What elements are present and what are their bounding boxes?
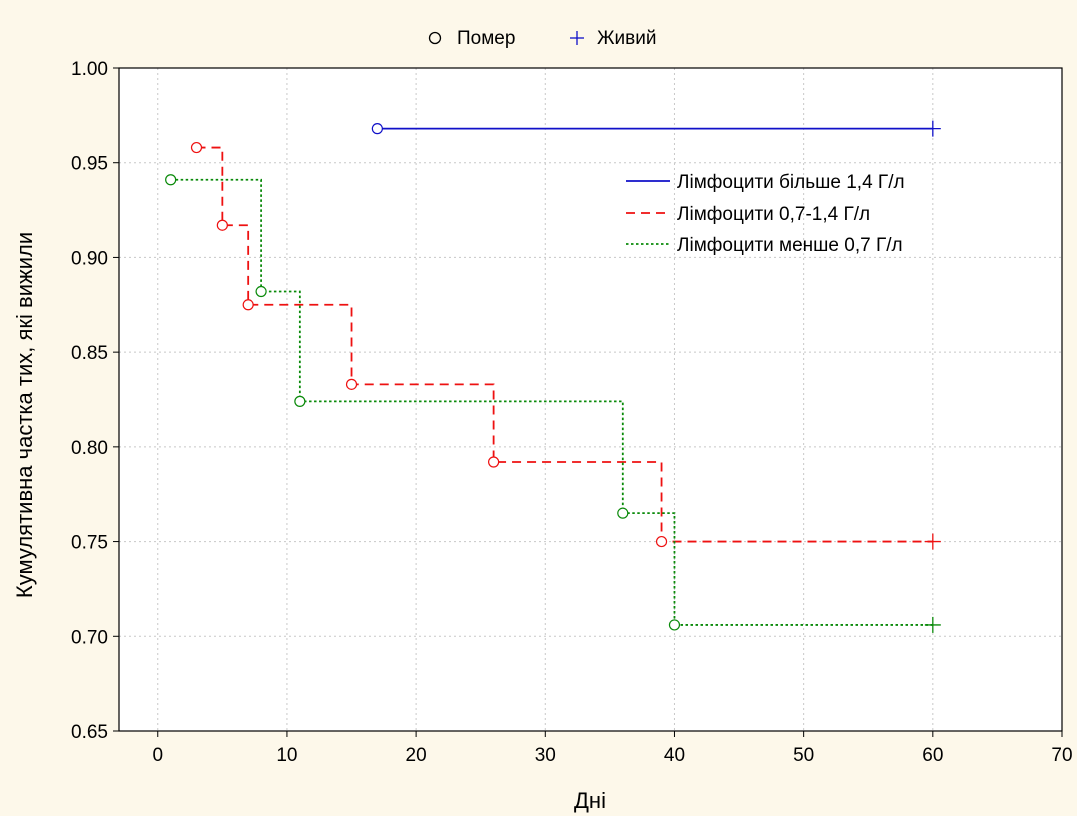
y-tick-label: 0.85 [71, 343, 108, 364]
x-tick-label: 20 [406, 745, 427, 766]
death-marker [488, 456, 500, 468]
death-marker [165, 174, 177, 186]
death-marker [294, 395, 306, 407]
series-line-2 [196, 146, 933, 543]
censored-marker [924, 533, 941, 550]
y-tick-label: 1.00 [71, 59, 108, 80]
event-markers [165, 120, 941, 633]
legend-label-series-1: Лімфоцити більше 1,4 Г/л [677, 172, 905, 193]
y-tick-label: 0.80 [71, 438, 108, 459]
death-marker [190, 141, 203, 154]
legend-death-label: Помер [457, 28, 515, 49]
legend-censored-plus-icon [570, 31, 584, 45]
x-tick-label: 30 [535, 745, 556, 766]
axis-ticks: 0 10 20 30 40 50 60 70 0.65 0.70 0.75 0.80 0.85 0.90 0… [71, 59, 1073, 766]
y-tick-label: 0.90 [71, 248, 108, 269]
series-line-3 [170, 178, 933, 626]
y-tick-label: 0.70 [71, 627, 108, 648]
grid [119, 68, 1062, 731]
death-marker [617, 507, 629, 519]
y-tick-label: 0.95 [71, 154, 108, 175]
plot-area-background [119, 68, 1062, 731]
death-marker [242, 299, 254, 311]
y-tick-label: 0.75 [71, 533, 108, 554]
y-axis-title: Кумулятивна частка тих, які вижили [12, 232, 37, 598]
x-tick-label: 70 [1051, 745, 1072, 766]
death-marker [655, 535, 668, 548]
plot-frame [118, 67, 1063, 732]
series-lines [170, 127, 933, 626]
death-marker [255, 285, 267, 298]
death-marker [371, 123, 383, 135]
x-tick-label: 50 [793, 745, 814, 766]
legend-label-series-3: Лімфоцити менше 0,7 Г/л [677, 235, 903, 256]
death-marker [668, 619, 681, 631]
x-tick-label: 10 [276, 745, 297, 766]
death-marker [216, 219, 228, 231]
censored-marker [924, 120, 941, 137]
y-tick-label: 0.65 [71, 722, 108, 743]
series-legend: Лімфоцити більше 1,4 Г/л Лімфоцити 0,7-1… [626, 172, 905, 256]
x-tick-label: 40 [664, 745, 685, 766]
x-tick-label: 0 [152, 745, 163, 766]
legend-censored-label: Живий [597, 28, 656, 49]
death-marker [345, 378, 358, 390]
legend-death-circle-icon [428, 31, 442, 45]
censored-marker [924, 616, 941, 633]
legend-label-series-2: Лімфоцити 0,7-1,4 Г/л [677, 204, 870, 225]
marker-legend: Помер Живий [428, 28, 656, 49]
x-tick-label: 60 [922, 745, 943, 766]
x-axis-title: Дні [574, 788, 606, 813]
